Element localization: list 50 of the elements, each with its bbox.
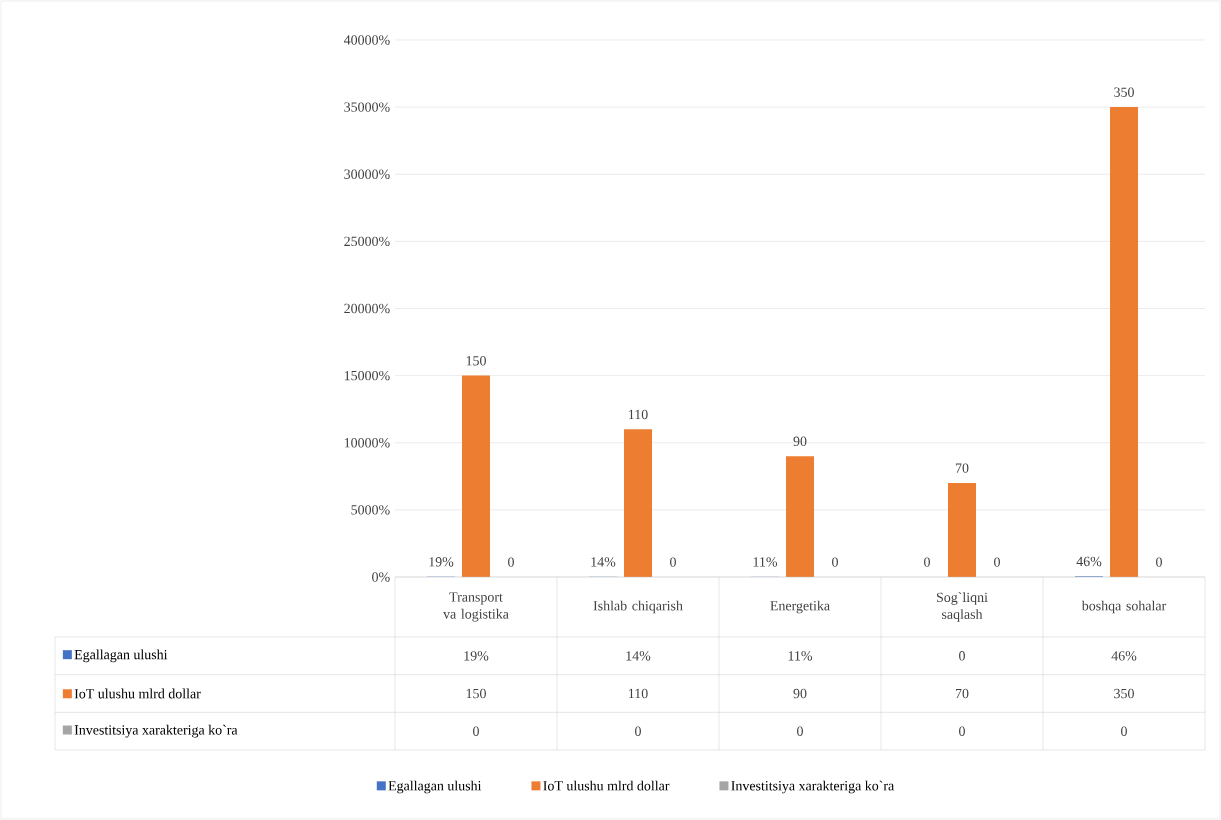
data-label: 14% [626,651,651,661]
text: 0 [670,557,676,567]
text: 19% [429,557,454,567]
y-tick-label: 20000% [344,303,390,314]
y-tick-label: 30000% [344,169,390,179]
y-tick-label: 5000% [351,505,390,515]
text: 0 [994,557,1000,567]
x-tick-label: Ishlab chiqarish [593,600,683,614]
data-label: 19% [464,651,489,661]
data-label: 150 [466,688,486,699]
data-label: 0 [635,726,641,736]
x-tick-label: Sog`liqni saqlash [936,592,988,622]
data-label: 110 [629,688,648,699]
text: 90 [793,436,807,446]
legend-label: IoT ulushu mlrd dollar [543,780,670,791]
data-label: 0 [959,726,965,736]
legend-label: Investitsiya xarakteriga ko`ra [74,724,238,738]
y-tick-label: 40000% [343,35,390,45]
data-label: 0 [959,651,965,661]
text: 0 [924,557,930,567]
data-label: 350 [1114,688,1134,699]
y-tick-label: 10000% [344,438,390,448]
data-label: 11% [788,651,813,661]
y-tick-label: 35000% [344,102,390,112]
data-label: 70 [955,688,969,699]
text: 110 [629,409,648,420]
text: 14% [591,557,616,567]
data-label: 0 [797,726,803,736]
x-tick-label: Energetika [770,600,830,614]
data-label: 0 [1121,726,1127,736]
legend-label: Egallagan ulushi [388,780,482,794]
text: 350 [1114,87,1134,97]
x-tick-label: boshqa sohalar [1081,600,1167,614]
data-label: 90 [793,688,807,699]
y-tick-label: 25000% [344,236,390,247]
text: 70 [955,463,969,473]
text: 0 [1156,557,1162,567]
text: Investitsiya xarakteriga ko`ra [731,780,895,794]
text: 0 [832,557,838,567]
y-tick-label: 0% [372,572,390,582]
x-tick-label: Transport va logistika [443,592,509,622]
text: Egallagan ulushi [74,649,168,663]
text: 150 [466,356,486,366]
text: 0 [508,557,514,567]
data-label: 46% [1111,651,1137,661]
y-tick-label: 15000% [344,370,390,381]
text: IoT ulushu mlrd dollar [74,688,201,699]
text: 11% [753,557,778,567]
data-label: 0 [473,726,479,736]
text: 46% [1076,556,1102,567]
